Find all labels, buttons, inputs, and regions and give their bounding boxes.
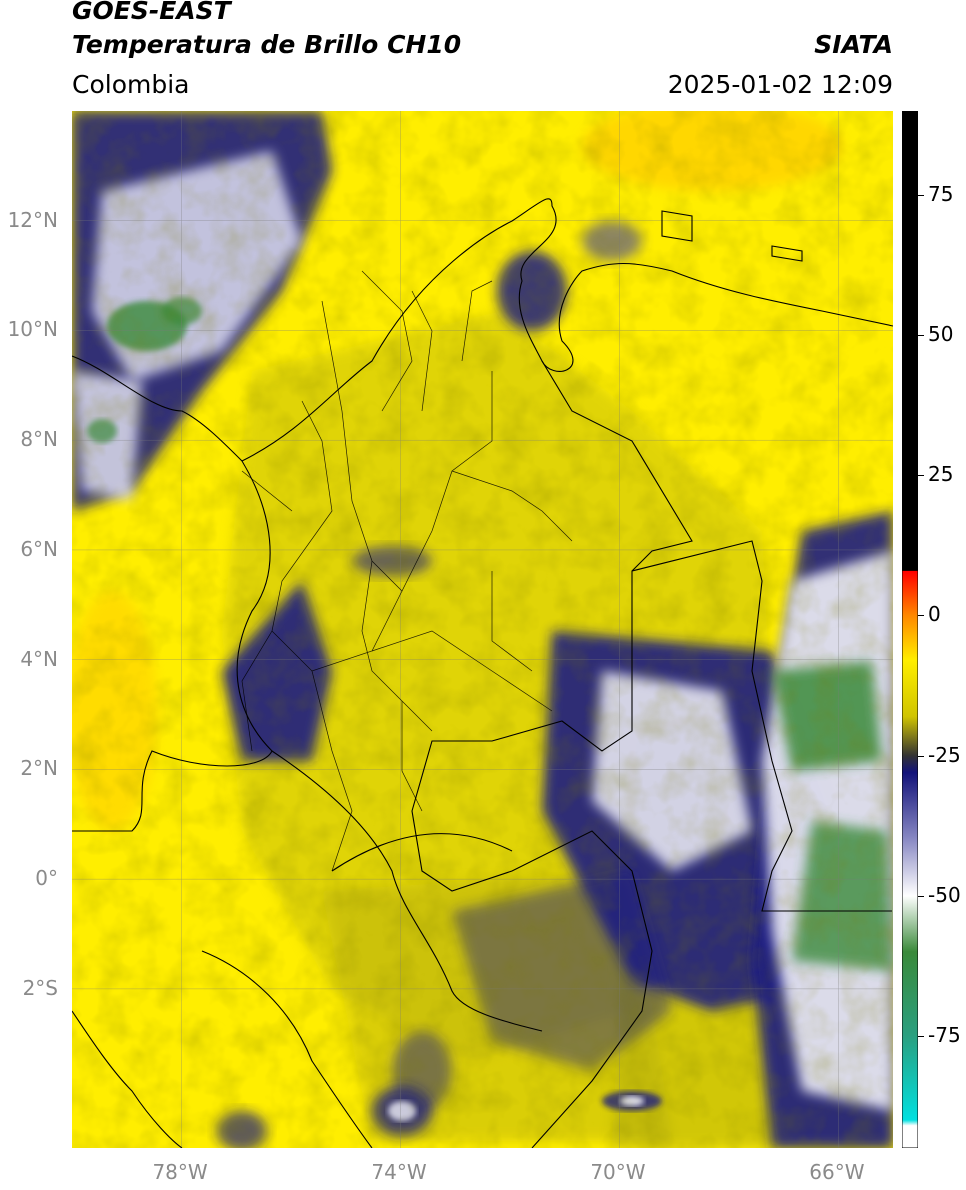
coastlines-borders [72, 198, 893, 1148]
colorbar-tick-label: 75 [928, 182, 954, 207]
colorbar-tick-mark [918, 475, 924, 477]
lat-tick-label: 10°N [7, 317, 58, 342]
departmental-borders [241, 270, 573, 872]
satellite-title: GOES-EAST [72, 0, 231, 25]
colorbar [902, 111, 918, 1148]
lat-tick-label: 4°N [20, 646, 58, 671]
lat-tick-label: 2°N [20, 756, 58, 781]
colorbar-tick-label: -50 [928, 882, 961, 907]
lat-tick-label: 8°N [20, 427, 58, 452]
colorbar-tick-label: -75 [928, 1022, 961, 1047]
temperature-field [72, 111, 893, 1148]
graticule [72, 111, 893, 1148]
colorbar-tick-mark [918, 755, 924, 757]
colorbar-tick-label: 50 [928, 322, 954, 347]
lat-tick-label: 0° [35, 866, 58, 891]
region-label: Colombia [72, 70, 190, 99]
colorbar-tick-label: 25 [928, 462, 954, 487]
agency-label: SIATA [814, 30, 893, 59]
datetime-label: 2025-01-02 12:09 [667, 70, 893, 99]
brightness-temperature-map [72, 111, 893, 1148]
colorbar-tick-label: 0 [928, 602, 941, 627]
lat-tick-label: 2°S [22, 975, 58, 1000]
lon-tick-label: 74°W [371, 1160, 427, 1184]
colorbar-tick-mark [918, 615, 924, 617]
colorbar-tick-label: -25 [928, 742, 961, 767]
lat-tick-label: 12°N [7, 207, 58, 232]
colorbar-tick-mark [918, 195, 924, 197]
colorbar-tick-mark [918, 1035, 924, 1037]
product-title: Temperatura de Brillo CH10 [72, 30, 462, 59]
colorbar-tick-mark [918, 895, 924, 897]
lon-tick-label: 78°W [152, 1160, 208, 1184]
lon-tick-label: 70°W [590, 1160, 646, 1184]
colorbar-tick-mark [918, 335, 924, 337]
lon-tick-label: 66°W [809, 1160, 865, 1184]
lat-tick-label: 6°N [20, 536, 58, 561]
